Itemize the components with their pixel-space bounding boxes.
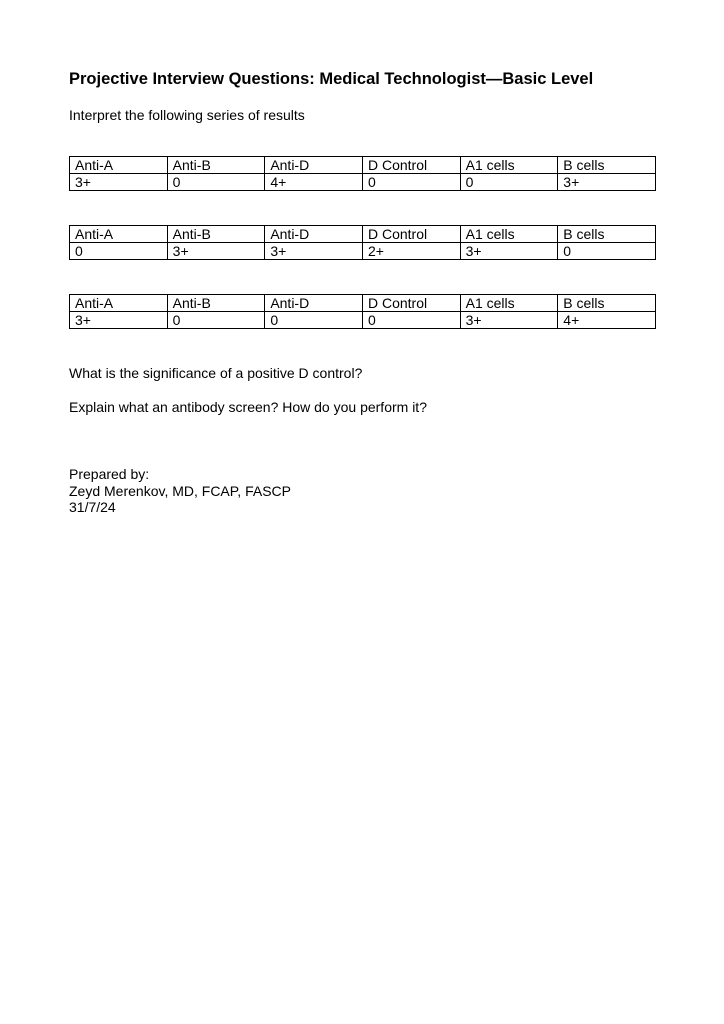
- header-cell: Anti-A: [69, 156, 168, 174]
- header-cell: Anti-A: [69, 225, 168, 243]
- question-1: What is the significance of a positive D…: [69, 365, 363, 381]
- value-cell: 0: [557, 242, 656, 260]
- value-cell: 0: [459, 173, 559, 191]
- value-cell: 0: [166, 173, 266, 191]
- results-table-1: Anti-A Anti-B Anti-D D Control A1 cells B cel…: [69, 156, 656, 191]
- value-cell: 0: [69, 242, 168, 260]
- header-cell: A1 cells: [459, 156, 559, 174]
- value-cell: 3+: [459, 242, 559, 260]
- value-cell: 4+: [557, 311, 656, 329]
- header-cell: D Control: [361, 156, 461, 174]
- header-row: Anti-A Anti-B Anti-D D Control A1 cells B cel…: [69, 225, 656, 243]
- value-cell: 3+: [557, 173, 656, 191]
- header-cell: Anti-B: [166, 156, 266, 174]
- header-cell: D Control: [361, 294, 461, 312]
- date: 31/7/24: [69, 499, 116, 515]
- value-cell: 3+: [459, 311, 559, 329]
- results-table-3: Anti-A Anti-B Anti-D D Control A1 cells B cel…: [69, 294, 656, 329]
- value-cell: 0: [361, 173, 461, 191]
- value-cell: 4+: [264, 173, 363, 191]
- value-cell: 3+: [166, 242, 266, 260]
- intro-text: Interpret the following series of result…: [69, 107, 305, 123]
- header-cell: Anti-A: [69, 294, 168, 312]
- header-cell: Anti-B: [166, 294, 266, 312]
- header-cell: Anti-B: [166, 225, 266, 243]
- header-cell: B cells: [557, 294, 656, 312]
- value-row: 3+ 0 0 0 3+ 4+: [69, 311, 656, 329]
- header-cell: Anti-D: [264, 225, 363, 243]
- value-row: 0 3+ 3+ 2+ 3+ 0: [69, 242, 656, 260]
- header-row: Anti-A Anti-B Anti-D D Control A1 cells B cel…: [69, 156, 656, 174]
- question-2: Explain what an antibody screen? How do …: [69, 399, 427, 415]
- prepared-by-block: Prepared by: Zeyd Merenkov, MD, FCAP, FA…: [69, 466, 291, 516]
- value-cell: 3+: [69, 311, 168, 329]
- header-cell: B cells: [557, 156, 656, 174]
- header-cell: D Control: [361, 225, 461, 243]
- author-name: Zeyd Merenkov, MD, FCAP, FASCP: [69, 482, 291, 499]
- prepared-by-label: Prepared by:: [69, 466, 150, 482]
- value-cell: 0: [264, 311, 363, 329]
- value-cell: 3+: [264, 242, 363, 260]
- value-cell: 0: [361, 311, 461, 329]
- results-table-2: Anti-A Anti-B Anti-D D Control A1 cells B cel…: [69, 225, 656, 260]
- header-cell: Anti-D: [264, 156, 363, 174]
- page-title: Projective Interview Questions: Medical …: [69, 70, 594, 88]
- header-cell: A1 cells: [459, 294, 559, 312]
- value-cell: 2+: [361, 242, 461, 260]
- header-row: Anti-A Anti-B Anti-D D Control A1 cells B cel…: [69, 294, 656, 312]
- value-row: 3+ 0 4+ 0 0 3+: [69, 173, 656, 191]
- header-cell: Anti-D: [264, 294, 363, 312]
- value-cell: 0: [166, 311, 266, 329]
- header-cell: A1 cells: [459, 225, 559, 243]
- header-cell: B cells: [557, 225, 656, 243]
- value-cell: 3+: [69, 173, 168, 191]
